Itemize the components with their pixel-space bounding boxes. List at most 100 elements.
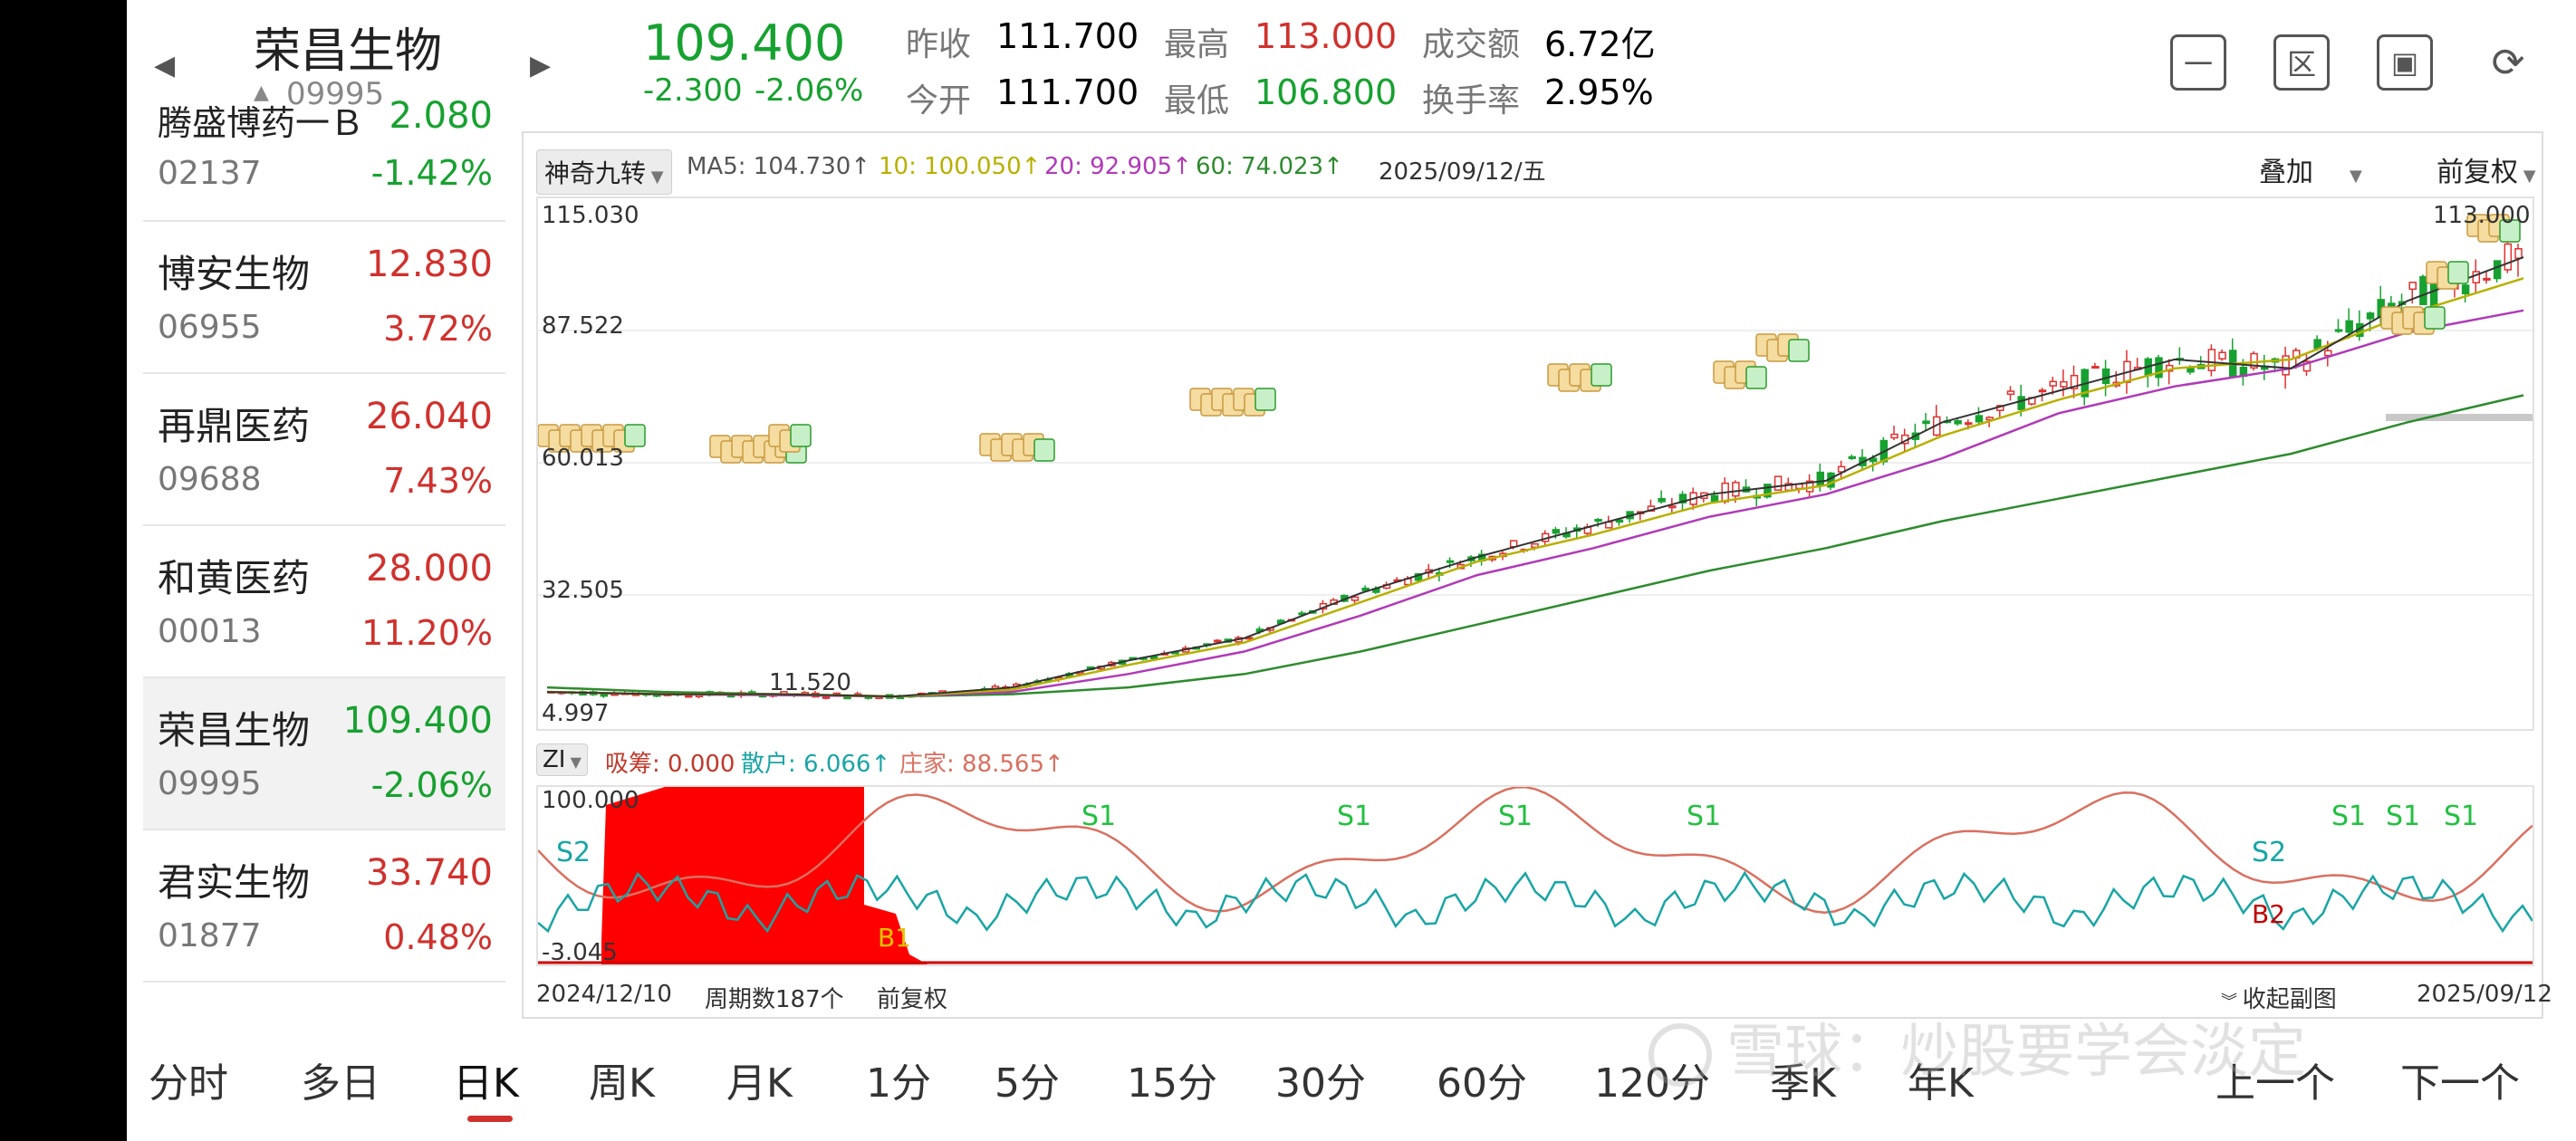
tab-weekly-k[interactable]: 周K xyxy=(589,1060,655,1107)
list-item-price: 28.000 xyxy=(366,548,493,590)
list-item-selected[interactable]: 荣昌生物 109.400 09995 -2.06% xyxy=(143,678,505,830)
candle-body xyxy=(1764,484,1772,498)
candle-body xyxy=(1615,519,1624,523)
list-item-pct: -2.06% xyxy=(370,765,493,805)
tab-60min[interactable]: 60分 xyxy=(1437,1060,1527,1107)
open-label: 今开 xyxy=(906,82,972,120)
frame-box-icon[interactable]: ▣ xyxy=(2377,34,2433,91)
kline-date-label: 2025/09/12/五 xyxy=(1379,158,1546,186)
candle-body xyxy=(1922,420,1930,425)
prev-stock-icon[interactable]: ◀ xyxy=(154,50,176,82)
stock-list-sidebar: 腾盛博药一Ｂ 2.080 02137 -1.42% 博安生物 12.830 06… xyxy=(143,95,505,1019)
prev-stock-button[interactable]: 上一个 xyxy=(2216,1060,2335,1107)
ma5-line xyxy=(546,256,2524,698)
candle-body xyxy=(2060,380,2068,388)
sub-indicator-button[interactable]: ZI ▼ xyxy=(536,743,588,776)
list-item-pct: 0.48% xyxy=(383,917,493,957)
collapse-subchart-button[interactable]: ︾ 收起副图 xyxy=(2221,986,2337,1013)
list-item-name: 荣昌生物 xyxy=(158,708,311,753)
tab-year-k[interactable]: 年K xyxy=(1908,1060,1974,1107)
tab-multi-day[interactable]: 多日 xyxy=(301,1060,380,1107)
candlesticks xyxy=(547,235,2523,700)
minus-box-icon[interactable]: 一 xyxy=(2170,34,2226,91)
rotate-screen-icon[interactable]: ⟳ xyxy=(2491,39,2525,86)
candle-body xyxy=(2461,284,2470,294)
candle-body xyxy=(2017,396,2025,410)
candle-body xyxy=(2514,248,2523,259)
tab-30min[interactable]: 30分 xyxy=(1275,1060,1366,1107)
next-stock-button[interactable]: 下一个 xyxy=(2400,1060,2520,1107)
tab-minute[interactable]: 分时 xyxy=(149,1060,228,1107)
nine-turn-marker xyxy=(790,424,812,447)
list-item[interactable]: 腾盛博药一Ｂ 2.080 02137 -1.42% xyxy=(143,95,505,222)
candle-body xyxy=(1668,505,1677,509)
tab-5min[interactable]: 5分 xyxy=(995,1060,1060,1107)
tab-monthly-k[interactable]: 月K xyxy=(726,1060,793,1107)
region-box-icon[interactable]: 区 xyxy=(2273,34,2330,91)
candle-body xyxy=(2419,275,2427,305)
candle-body xyxy=(1848,455,1857,459)
list-item-code: 02137 xyxy=(158,155,262,192)
tab-quarter-k[interactable]: 季K xyxy=(1770,1060,1836,1107)
list-item[interactable]: 博安生物 12.830 06955 3.72% xyxy=(143,222,505,374)
market-triangle-icon: ▲ xyxy=(254,82,269,104)
candle-body xyxy=(2483,277,2491,281)
list-item-pct: 3.72% xyxy=(383,309,493,349)
candle-body xyxy=(1361,587,1370,591)
nine-turn-marker xyxy=(1591,363,1612,387)
main-chart-area[interactable]: 115.030 87.522 60.013 32.505 4.997 113.0… xyxy=(536,197,2534,731)
candle-body xyxy=(2250,352,2258,369)
candle-body xyxy=(2070,374,2079,389)
list-item[interactable]: 和黄医药 28.000 00013 11.20% xyxy=(143,526,505,678)
turnover-label: 成交额 xyxy=(1422,26,1521,63)
tab-1min[interactable]: 1分 xyxy=(866,1060,931,1107)
tab-daily-k[interactable]: 日K xyxy=(453,1060,519,1107)
signal-s1: S1 xyxy=(2331,801,2366,832)
overlay-button[interactable]: 叠加 ▼ xyxy=(2259,157,2362,188)
list-item-price: 12.830 xyxy=(366,244,493,285)
price-change: -2.300 xyxy=(643,72,743,109)
nine-turn-marker xyxy=(1788,339,1810,362)
list-item-pct: 7.43% xyxy=(383,461,493,501)
list-item-price: 26.040 xyxy=(366,396,493,437)
ma60-label: 60: 74.023↑ xyxy=(1196,153,1343,180)
nine-turn-markers xyxy=(537,214,2521,464)
y-tick-min: 4.997 xyxy=(542,700,610,727)
list-item[interactable]: 再鼎医药 26.040 09688 7.43% xyxy=(143,374,505,526)
candle-body xyxy=(1975,415,1984,423)
candle-body xyxy=(2155,357,2163,379)
prev-close-label: 昨收 xyxy=(906,26,972,63)
list-item[interactable]: 君实生物 33.740 01877 0.48% xyxy=(143,830,505,983)
candle-body xyxy=(1869,457,1878,463)
candle-body xyxy=(1678,494,1687,503)
candle-body xyxy=(2324,350,2332,357)
ma20-line xyxy=(546,309,2524,698)
sub-chart-area[interactable]: S2 S1 S1 S1 S1 S2 S1 S1 S1 B1 B2 100.000… xyxy=(536,785,2534,966)
candle-body xyxy=(843,696,851,700)
list-item-pct: 11.20% xyxy=(361,613,493,653)
turnover-value: 6.72亿 xyxy=(1544,24,1656,64)
active-tab-indicator xyxy=(467,1116,513,1122)
list-item-code: 01877 xyxy=(158,917,262,954)
candle-body xyxy=(2334,329,2343,332)
low-price-label: 11.520 xyxy=(769,669,851,696)
sub-label-accumulate: 吸筹: 0.000 xyxy=(605,751,735,778)
candle-body xyxy=(1965,422,1973,426)
next-stock-icon[interactable]: ▶ xyxy=(530,50,552,82)
candle-body xyxy=(1149,656,1158,659)
tab-15min[interactable]: 15分 xyxy=(1127,1060,1217,1107)
high-value: 113.000 xyxy=(1254,16,1398,56)
list-item-code: 09688 xyxy=(158,461,262,498)
sub-label-dealer: 庄家: 88.565↑ xyxy=(899,751,1064,778)
y-tick: 32.505 xyxy=(542,577,624,604)
indicator-select-button[interactable]: 神奇九转 ▼ xyxy=(536,149,672,195)
zi-indicator-svg: S2 S1 S1 S1 S1 S2 S1 S1 S1 B1 B2 xyxy=(537,785,2534,964)
signal-s1: S1 xyxy=(1081,801,1116,832)
candle-body xyxy=(2091,366,2100,369)
prev-close-value: 111.700 xyxy=(996,16,1139,56)
signal-b1: B1 xyxy=(878,923,911,953)
nine-turn-marker xyxy=(1745,366,1767,389)
candle-body xyxy=(1890,433,1898,439)
adjust-button[interactable]: 前复权 ▼ xyxy=(2437,157,2536,188)
list-item-code: 09995 xyxy=(158,765,262,802)
